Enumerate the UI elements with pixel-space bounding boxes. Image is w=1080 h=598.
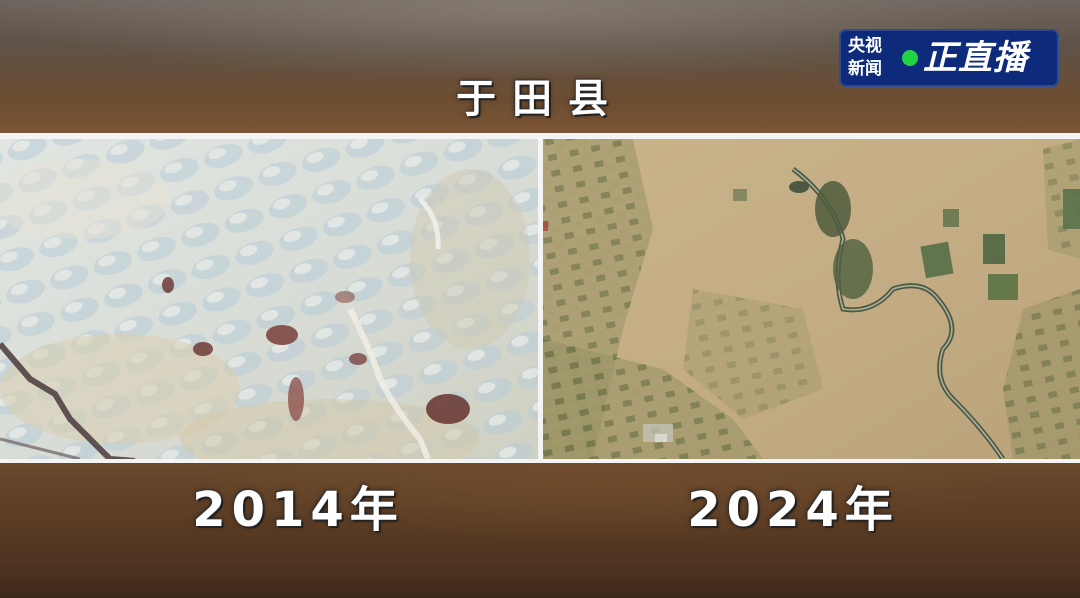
logo-channel-text: 央视 新闻 — [848, 35, 894, 81]
live-dot-icon — [902, 50, 918, 66]
logo-line-2: 新闻 — [848, 59, 882, 79]
satellite-image-2014 — [0, 139, 538, 459]
year-label-2024: 2024年 — [687, 482, 899, 538]
page-title: 于田县 — [456, 76, 624, 122]
farmland-satellite-drawing — [543, 139, 1080, 459]
year-label-2014: 2014年 — [192, 482, 404, 538]
satellite-image-2024 — [543, 139, 1080, 459]
background-bottom — [0, 462, 1080, 598]
cctv-news-live-logo: 央视 新闻 正直播 — [839, 29, 1059, 87]
logo-line-1: 央视 — [848, 36, 882, 56]
logo-live-text: 正直播 — [923, 38, 1028, 78]
desert-satellite-drawing — [0, 139, 538, 459]
